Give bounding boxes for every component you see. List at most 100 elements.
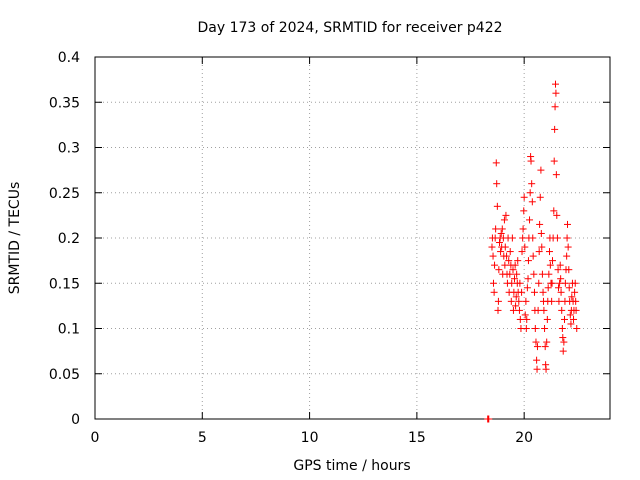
data-point <box>560 338 568 346</box>
y-tick-label: 0.2 <box>58 231 80 247</box>
data-point <box>541 343 549 351</box>
data-point <box>548 297 556 305</box>
data-point <box>567 320 575 328</box>
data-point <box>513 270 521 278</box>
data-point <box>516 315 524 323</box>
data-point <box>550 207 558 215</box>
data-point <box>506 270 514 278</box>
data-point <box>495 239 503 247</box>
data-point <box>521 243 529 251</box>
data-point <box>485 415 493 423</box>
data-point <box>537 229 545 237</box>
data-point <box>556 261 564 269</box>
data-point <box>500 216 508 224</box>
data-point <box>539 288 547 296</box>
data-point <box>555 284 562 292</box>
data-point <box>520 193 528 201</box>
data-point <box>509 266 517 274</box>
data-point <box>505 257 513 265</box>
x-tick-label: 15 <box>408 430 426 446</box>
data-point <box>559 347 567 355</box>
data-point <box>552 171 560 179</box>
data-point <box>533 356 541 364</box>
data-point <box>518 248 526 256</box>
y-tick-label: 0.05 <box>49 367 80 383</box>
y-tick-label: 0.15 <box>49 276 80 292</box>
data-point <box>551 80 559 88</box>
y-tick-label: 0.3 <box>58 141 80 157</box>
y-axis-label: SRMTID / TECUs <box>7 182 23 295</box>
data-point <box>522 297 530 305</box>
data-point <box>519 234 527 242</box>
data-point <box>491 261 499 269</box>
data-point <box>558 306 566 314</box>
data-point <box>535 279 543 287</box>
data-point <box>492 225 500 233</box>
data-point <box>555 297 563 305</box>
data-point <box>548 257 556 265</box>
data-point <box>572 306 580 314</box>
data-point <box>511 261 519 269</box>
data-point <box>536 193 544 201</box>
data-point <box>523 315 531 323</box>
data-point <box>529 252 537 260</box>
data-point <box>520 207 528 215</box>
data-point <box>533 343 541 351</box>
data-point <box>526 189 534 197</box>
data-point <box>550 157 558 165</box>
data-point <box>571 279 579 287</box>
data-point <box>530 270 538 278</box>
data-point <box>531 325 539 332</box>
x-tick-label: 5 <box>198 430 207 446</box>
data-point <box>532 338 540 346</box>
y-tick-label: 0.1 <box>58 322 80 338</box>
data-point <box>551 103 559 111</box>
data-point <box>498 225 506 233</box>
data-point <box>519 225 527 233</box>
data-point <box>570 315 578 323</box>
data-point <box>553 234 561 242</box>
data-point <box>493 202 501 210</box>
data-point <box>557 288 565 296</box>
data-point <box>528 198 536 206</box>
data-point <box>515 306 523 314</box>
data-point <box>544 284 552 292</box>
data-point <box>565 266 573 274</box>
data-point <box>512 293 520 301</box>
data-point <box>564 220 572 228</box>
y-tick-label: 0 <box>71 412 80 428</box>
data-point <box>568 293 576 301</box>
data-point <box>501 261 509 269</box>
data-point <box>492 159 500 167</box>
data-point <box>516 279 524 287</box>
data-point <box>551 125 559 133</box>
data-point <box>509 306 517 314</box>
chart-title: Day 173 of 2024, SRMTID for receiver p42… <box>197 20 502 36</box>
data-point <box>536 220 544 228</box>
y-tick-label: 0.25 <box>49 186 80 202</box>
data-point <box>493 180 501 188</box>
data-point <box>565 284 573 292</box>
data-point <box>514 257 522 265</box>
data-point <box>559 334 567 342</box>
data-point <box>548 279 556 287</box>
x-tick-label: 10 <box>301 430 319 446</box>
data-point <box>528 180 536 188</box>
data-point <box>495 266 503 274</box>
data-point <box>530 288 538 296</box>
data-point <box>489 252 497 260</box>
data-point <box>564 243 572 251</box>
data-point <box>545 248 553 256</box>
data-point <box>540 306 548 314</box>
data-point <box>566 311 574 319</box>
data-point <box>527 157 535 165</box>
data-point <box>523 284 531 292</box>
data-point <box>497 248 505 256</box>
data-point <box>545 270 553 278</box>
x-tick-label: 0 <box>91 430 100 446</box>
data-point <box>538 243 546 251</box>
data-point <box>561 279 569 287</box>
data-point <box>494 306 502 314</box>
data-point <box>506 248 514 256</box>
